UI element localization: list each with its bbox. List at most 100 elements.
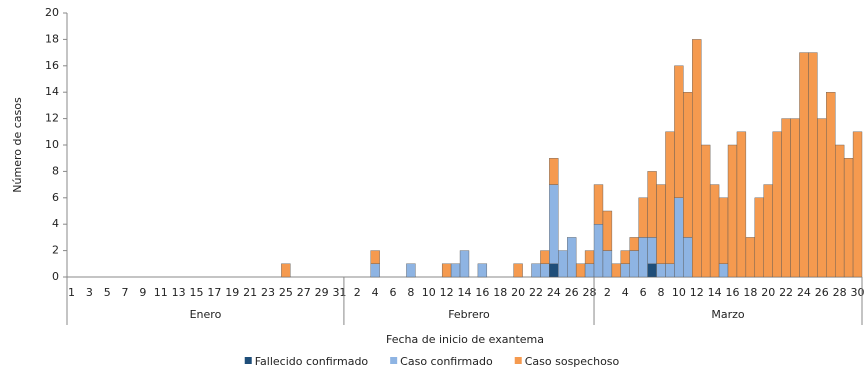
x-tick-label: 28 <box>833 286 847 299</box>
y-tick-label: 8 <box>52 164 59 177</box>
y-axis-title: Número de casos <box>11 97 24 193</box>
bar-segment <box>656 184 666 265</box>
y-tick-label: 0 <box>52 270 59 283</box>
group-label: Enero <box>190 308 222 321</box>
x-tick-label: 19 <box>225 286 239 299</box>
x-tick-label: 1 <box>68 286 75 299</box>
x-tick-label: 5 <box>104 286 111 299</box>
bar-segment <box>540 263 550 278</box>
bar-segment <box>852 131 863 278</box>
x-tick-label: 11 <box>154 286 168 299</box>
bar-segment <box>441 263 452 278</box>
bar-segment <box>638 237 648 278</box>
bar-segment <box>817 118 827 278</box>
bar-segment <box>629 250 639 278</box>
x-tick-label: 29 <box>315 286 329 299</box>
bar-segment <box>799 52 809 278</box>
x-tick-label: 25 <box>279 286 293 299</box>
x-tick-label: 18 <box>493 286 507 299</box>
x-axis-title: Fecha de inicio de exantema <box>386 333 544 346</box>
bar-segment <box>683 237 693 278</box>
bar-segment <box>745 237 756 278</box>
bar-segment <box>808 52 818 278</box>
x-tick-label: 17 <box>207 286 221 299</box>
x-tick-label: 22 <box>779 286 793 299</box>
bar-segment <box>406 263 416 278</box>
x-tick-label: 13 <box>172 286 186 299</box>
bar-segment <box>781 118 791 278</box>
bar-segment <box>549 184 559 265</box>
x-tick-label: 18 <box>743 286 757 299</box>
bar-segment <box>513 263 523 278</box>
x-tick-label: 20 <box>761 286 775 299</box>
bar-segment <box>754 197 764 278</box>
legend-label: Fallecido confirmado <box>255 355 369 368</box>
bar-segment <box>629 237 639 251</box>
x-tick-label: 6 <box>390 286 397 299</box>
bar-segment <box>620 250 630 265</box>
y-tick-label: 4 <box>52 217 59 230</box>
bar-segment <box>459 250 470 278</box>
bar-segment <box>718 197 729 265</box>
bar-segment <box>558 250 568 278</box>
x-tick-label: 12 <box>440 286 454 299</box>
x-tick-label: 26 <box>815 286 829 299</box>
bar-segment <box>647 171 657 238</box>
bar-segment <box>683 91 693 238</box>
bar-segment <box>665 263 675 278</box>
y-tick-label: 2 <box>52 244 59 257</box>
x-tick-label: 2 <box>604 286 611 299</box>
x-tick-label: 12 <box>690 286 704 299</box>
bar-segment <box>370 250 380 265</box>
bar-segment <box>540 250 550 265</box>
x-tick-label: 15 <box>190 286 204 299</box>
bar-segment <box>611 263 622 278</box>
x-tick-label: 8 <box>658 286 665 299</box>
bar-segment <box>584 250 595 265</box>
bar-segment <box>450 263 461 278</box>
bar-segment <box>665 131 675 265</box>
bar-segment <box>647 237 657 264</box>
group-label: Febrero <box>448 308 490 321</box>
x-tick-label: 31 <box>332 286 346 299</box>
y-tick-label: 20 <box>45 6 59 19</box>
x-tick-label: 21 <box>243 286 257 299</box>
x-tick-label: 6 <box>640 286 647 299</box>
bar-segment <box>281 263 291 278</box>
bar-segment <box>763 184 773 278</box>
bar-segment <box>727 144 738 278</box>
y-tick-label: 6 <box>52 191 59 204</box>
bar-segment <box>674 65 684 199</box>
bar-segment <box>549 263 559 278</box>
x-tick-label: 24 <box>547 286 561 299</box>
x-tick-label: 3 <box>86 286 93 299</box>
y-tick-label: 18 <box>45 32 59 45</box>
x-tick-label: 26 <box>565 286 579 299</box>
x-tick-label: 28 <box>583 286 597 299</box>
x-tick-label: 14 <box>458 286 472 299</box>
x-tick-label: 23 <box>261 286 275 299</box>
x-tick-label: 4 <box>622 286 629 299</box>
bar-segment <box>584 263 595 278</box>
bar-segment <box>718 263 729 278</box>
y-tick-label: 16 <box>45 59 59 72</box>
bar-segment <box>620 263 630 278</box>
bar-segment <box>835 144 845 278</box>
x-tick-label: 8 <box>407 286 414 299</box>
bar-segment <box>843 157 854 278</box>
legend-swatch <box>390 357 398 364</box>
bar-segment <box>638 197 648 238</box>
bar-segment <box>370 263 380 278</box>
x-tick-label: 9 <box>139 286 146 299</box>
bar-segment <box>656 263 666 278</box>
bar-segment <box>826 91 836 278</box>
x-tick-label: 16 <box>475 286 489 299</box>
bar-segment <box>772 131 782 278</box>
y-tick-label: 10 <box>45 138 59 151</box>
bar-segment <box>602 250 613 278</box>
x-tick-label: 20 <box>511 286 525 299</box>
bar-segment <box>674 197 684 278</box>
legend-label: Caso confirmado <box>400 355 493 368</box>
x-tick-label: 10 <box>422 286 436 299</box>
